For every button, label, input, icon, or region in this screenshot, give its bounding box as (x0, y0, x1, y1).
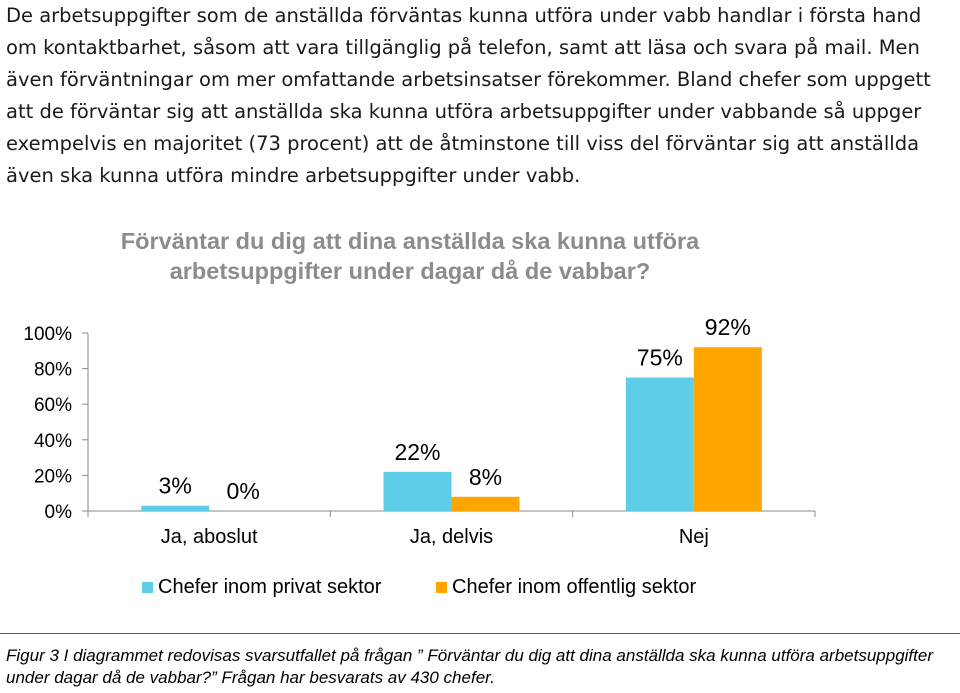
legend-label-public: Chefer inom offentlig sektor (452, 576, 697, 598)
x-category-label: Nej (679, 526, 709, 548)
y-tick-label: 100% (23, 324, 72, 345)
y-tick-label: 40% (34, 431, 72, 452)
legend-swatch-private (142, 582, 153, 593)
legend-label-private: Chefer inom privat sektor (158, 576, 382, 598)
bar-public (451, 496, 520, 511)
data-label: 0% (227, 478, 260, 504)
bar-private (625, 377, 694, 511)
x-category-label: Ja, aboslut (161, 526, 258, 548)
bar-private (141, 505, 210, 511)
y-tick-label: 80% (34, 360, 72, 381)
bar-public (693, 347, 762, 511)
x-category-label: Ja, delvis (410, 526, 493, 548)
y-tick-label: 0% (45, 502, 73, 523)
data-label: 8% (469, 464, 502, 490)
legend-swatch-public (436, 582, 447, 593)
data-label: 92% (705, 314, 751, 340)
data-label: 75% (637, 345, 683, 371)
chart-title: Förväntar du dig att dina anställda ska … (120, 228, 700, 284)
bar-private (383, 471, 452, 511)
data-label: 22% (394, 439, 440, 465)
y-tick-label: 20% (34, 466, 72, 487)
data-label: 3% (159, 473, 192, 499)
bar-chart: 0% 20% 40% 60% 80% 100% 3% 0% Ja, aboslut 22% 8% Ja… (23, 314, 816, 548)
figure-caption: Figur 3 I diagrammet redovisas svarsutfa… (6, 646, 933, 687)
caption-divider (0, 633, 960, 634)
body-paragraph: De arbetsuppgifter som de anställda förv… (6, 4, 931, 187)
y-tick-label: 60% (34, 395, 72, 416)
